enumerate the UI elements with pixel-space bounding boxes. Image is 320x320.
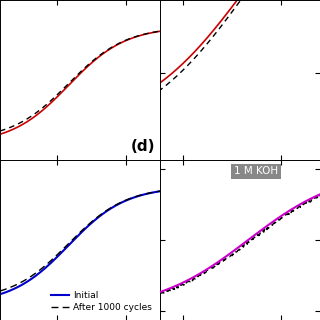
X-axis label: tial (V vs. RHE): tial (V vs. RHE) <box>204 176 276 186</box>
Legend: Initial, After 1000 cycles: Initial, After 1000 cycles <box>48 288 156 316</box>
Initial <box>133 195 137 199</box>
Initial <box>143 192 147 196</box>
After 1000 cycles <box>158 189 162 193</box>
After 1000 cycles <box>133 195 137 199</box>
After 1000 cycles <box>93 217 97 221</box>
Initial <box>0 292 3 296</box>
Initial <box>158 189 162 193</box>
Text: 1 M KOH: 1 M KOH <box>234 166 278 176</box>
Line: After 1000 cycles: After 1000 cycles <box>0 191 160 291</box>
After 1000 cycles <box>0 289 3 293</box>
After 1000 cycles <box>96 215 100 219</box>
X-axis label: tial (V vs. RHE): tial (V vs. RHE) <box>44 176 116 186</box>
Text: (d): (d) <box>131 139 156 154</box>
Line: Initial: Initial <box>0 191 160 294</box>
After 1000 cycles <box>0 289 2 293</box>
After 1000 cycles <box>93 217 97 221</box>
Initial <box>96 216 100 220</box>
Initial <box>93 218 97 222</box>
After 1000 cycles <box>143 192 147 196</box>
Initial <box>93 218 97 222</box>
Initial <box>0 292 2 296</box>
